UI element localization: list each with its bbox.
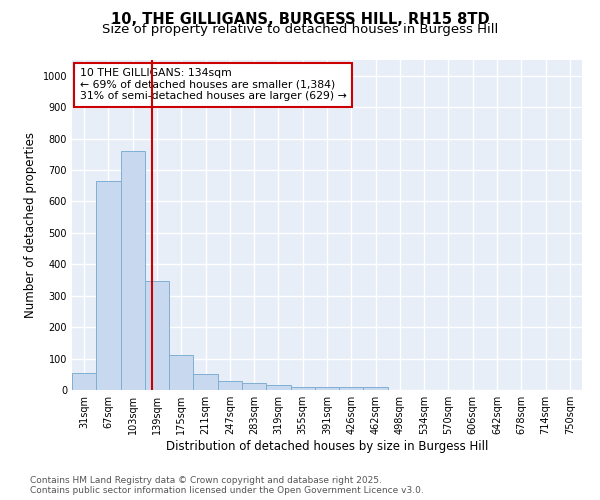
Bar bbox=[242, 383, 266, 390]
Bar bbox=[193, 374, 218, 390]
Bar bbox=[364, 388, 388, 390]
Bar bbox=[218, 381, 242, 390]
Text: 10, THE GILLIGANS, BURGESS HILL, RH15 8TD: 10, THE GILLIGANS, BURGESS HILL, RH15 8T… bbox=[110, 12, 490, 28]
Bar bbox=[339, 388, 364, 390]
Bar bbox=[72, 372, 96, 390]
Bar bbox=[145, 280, 169, 390]
Text: Contains HM Land Registry data © Crown copyright and database right 2025.
Contai: Contains HM Land Registry data © Crown c… bbox=[30, 476, 424, 495]
Bar bbox=[315, 388, 339, 390]
Bar bbox=[121, 151, 145, 390]
X-axis label: Distribution of detached houses by size in Burgess Hill: Distribution of detached houses by size … bbox=[166, 440, 488, 453]
Text: Size of property relative to detached houses in Burgess Hill: Size of property relative to detached ho… bbox=[102, 22, 498, 36]
Bar bbox=[169, 356, 193, 390]
Y-axis label: Number of detached properties: Number of detached properties bbox=[24, 132, 37, 318]
Bar bbox=[266, 386, 290, 390]
Bar bbox=[96, 181, 121, 390]
Bar bbox=[290, 387, 315, 390]
Text: 10 THE GILLIGANS: 134sqm
← 69% of detached houses are smaller (1,384)
31% of sem: 10 THE GILLIGANS: 134sqm ← 69% of detach… bbox=[80, 68, 346, 102]
